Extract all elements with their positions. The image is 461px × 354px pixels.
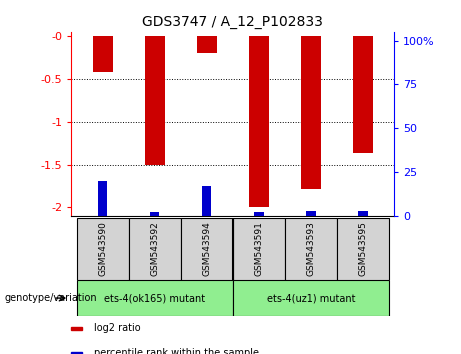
Bar — [285, 218, 337, 280]
Text: genotype/variation: genotype/variation — [5, 293, 97, 303]
Text: GSM543594: GSM543594 — [202, 221, 211, 276]
Text: percentile rank within the sample: percentile rank within the sample — [94, 348, 259, 354]
Text: log2 ratio: log2 ratio — [94, 323, 141, 333]
Bar — [233, 280, 389, 316]
Bar — [301, 36, 321, 189]
Bar — [233, 218, 285, 280]
Bar — [197, 36, 217, 53]
Bar — [71, 352, 82, 354]
Bar — [254, 212, 264, 216]
Text: ets-4(uz1) mutant: ets-4(uz1) mutant — [266, 293, 355, 303]
Bar — [71, 327, 82, 330]
Bar — [150, 212, 160, 216]
Bar — [145, 36, 165, 165]
Bar — [202, 186, 212, 216]
Text: GSM543590: GSM543590 — [98, 221, 107, 276]
Bar — [181, 218, 233, 280]
Bar — [249, 36, 269, 207]
Text: GSM543593: GSM543593 — [307, 221, 315, 276]
Text: GSM543595: GSM543595 — [358, 221, 367, 276]
Text: ets-4(ok165) mutant: ets-4(ok165) mutant — [104, 293, 205, 303]
Bar — [77, 280, 233, 316]
Bar — [77, 218, 129, 280]
Text: GSM543592: GSM543592 — [150, 221, 159, 276]
Bar — [337, 218, 389, 280]
Bar — [353, 36, 373, 153]
Text: GSM543591: GSM543591 — [254, 221, 263, 276]
Bar — [98, 181, 107, 216]
Bar — [306, 211, 316, 216]
Bar — [358, 211, 367, 216]
Bar — [93, 36, 112, 72]
Title: GDS3747 / A_12_P102833: GDS3747 / A_12_P102833 — [142, 16, 323, 29]
Bar — [129, 218, 181, 280]
